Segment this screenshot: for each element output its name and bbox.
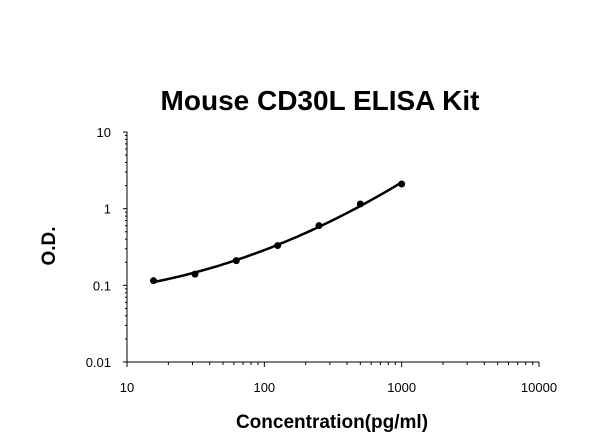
data-points — [150, 180, 406, 285]
y-tick-label: 0.1 — [93, 278, 111, 293]
fit-curve — [153, 181, 403, 284]
x-tick-label: 1000 — [387, 380, 416, 395]
x-axis-label: Concentration(pg/ml) — [236, 412, 428, 433]
y-tick-label: 10 — [97, 125, 111, 140]
chart-title: Mouse CD30L ELISA Kit — [161, 85, 480, 116]
x-tick-label: 100 — [253, 380, 275, 395]
x-tick-label: 10000 — [521, 380, 557, 395]
data-point — [398, 180, 406, 188]
y-axis-ticks: 0.01 0.1 1 10 — [86, 125, 127, 370]
x-axis-ticks: 10 100 1000 10000 — [120, 362, 557, 395]
data-point — [232, 257, 240, 265]
x-tick-label: 10 — [120, 380, 134, 395]
data-point — [191, 270, 199, 278]
data-point — [315, 222, 323, 230]
data-point — [150, 277, 158, 285]
y-axis-label: O.D. — [39, 226, 60, 265]
y-tick-label: 0.01 — [86, 355, 111, 370]
y-tick-label: 1 — [104, 202, 111, 217]
data-point — [274, 242, 282, 250]
data-point — [356, 200, 364, 208]
